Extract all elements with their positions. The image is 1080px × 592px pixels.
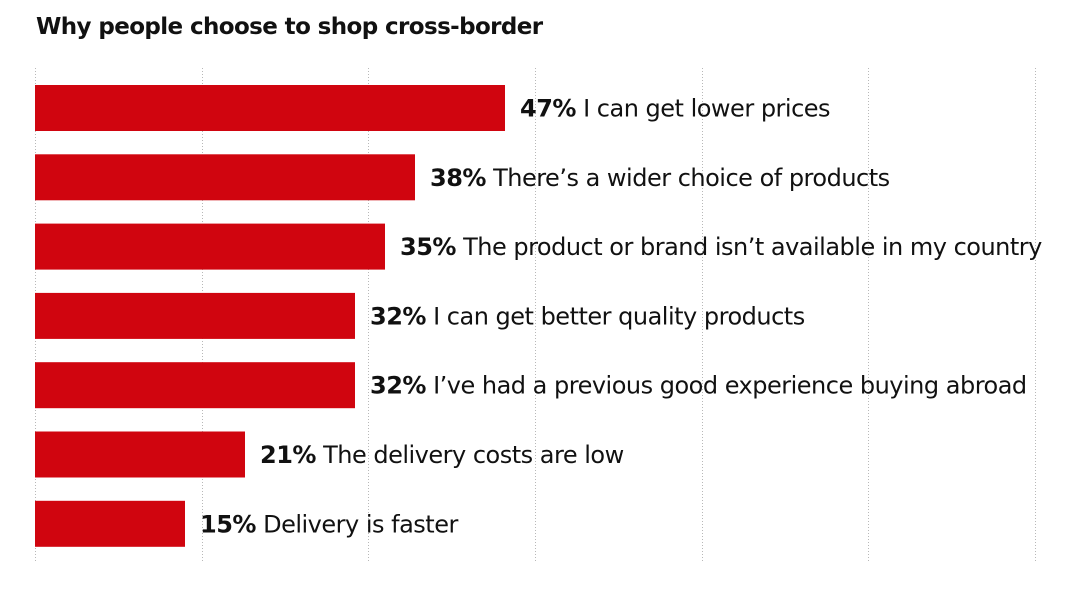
bar-value-label: 32% [370,372,426,400]
bar-value-label: 47% [520,95,576,123]
bar-2 [35,154,415,201]
bar-label-1: 47% I can get lower prices [520,95,830,123]
bar-5 [35,362,355,409]
bar-label-2: 38% There’s a wider choice of products [430,164,890,192]
bar-category-label: There’s a wider choice of products [486,164,890,192]
bars [35,85,505,547]
bar-category-label: Delivery is faster [256,510,459,538]
bar-value-label: 15% [200,510,256,538]
bar-category-label: The delivery costs are low [316,441,624,469]
bar-label-4: 32% I can get better quality products [370,302,805,330]
bar-4 [35,292,355,339]
bar-value-label: 38% [430,164,486,192]
bar-1 [35,85,505,131]
bar-category-label: I’ve had a previous good experience buyi… [426,372,1027,400]
bar-7 [35,500,185,547]
bar-value-label: 35% [400,233,456,261]
bar-label-6: 21% The delivery costs are low [260,441,624,469]
bar-category-label: The product or brand isn’t available in … [456,233,1042,261]
bar-labels: 47% I can get lower prices 38% There’s a … [200,95,1043,539]
chart-title: Why people choose to shop cross-border [36,14,543,40]
bar-label-5: 32% I’ve had a previous good experience … [370,372,1027,400]
bar-category-label: I can get better quality products [426,302,805,330]
bar-value-label: 21% [260,441,316,469]
bar-3 [35,223,385,270]
bar-6 [35,431,245,478]
bar-label-7: 15% Delivery is faster [200,510,458,538]
bar-label-3: 35% The product or brand isn’t available… [400,233,1042,261]
bar-category-label: I can get lower prices [576,95,830,123]
bar-value-label: 32% [370,302,426,330]
